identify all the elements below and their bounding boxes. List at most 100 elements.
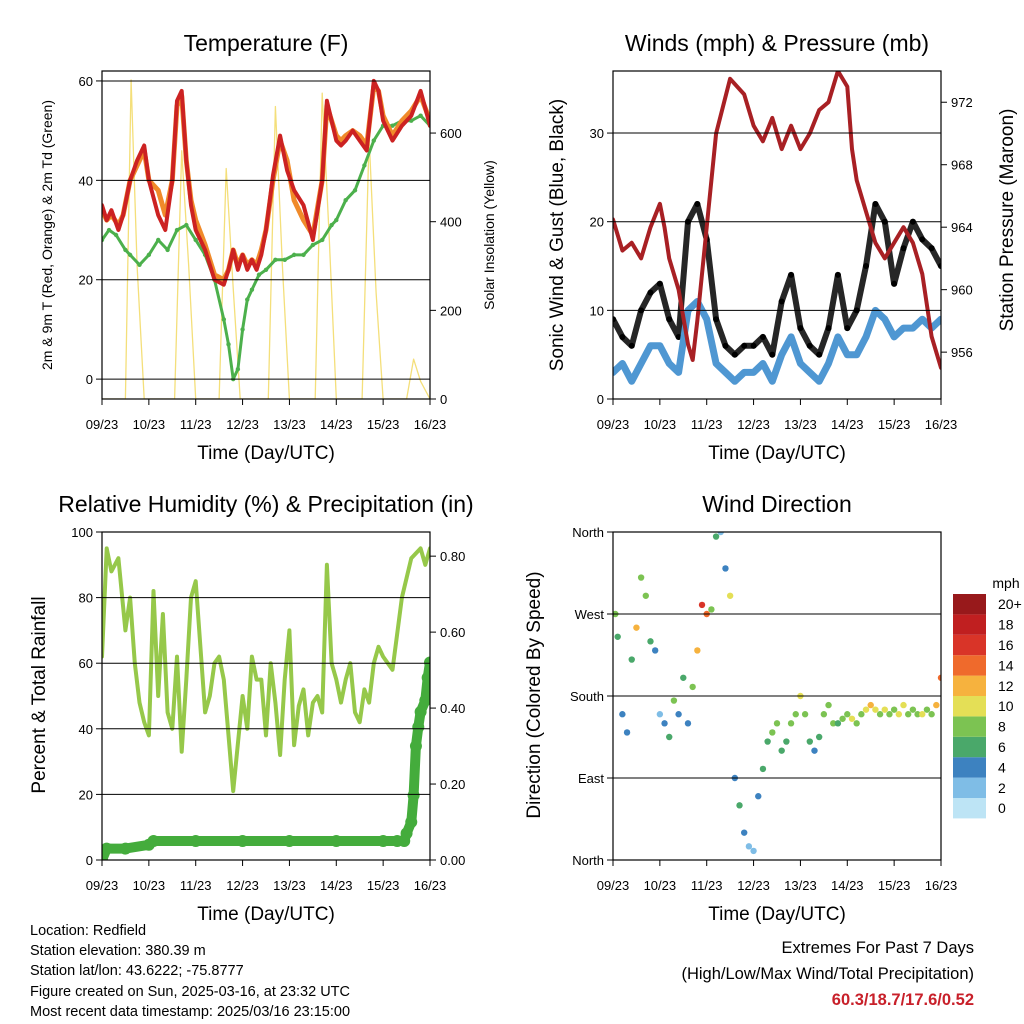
x-tick-label: 11/23: [691, 878, 723, 893]
x-tick-label: 15/23: [367, 878, 400, 893]
direction-point: [689, 683, 696, 691]
y2-tick-label: 972: [951, 95, 973, 110]
chart-title: Temperature (F): [184, 30, 349, 56]
direction-point: [933, 701, 940, 709]
winds-data: [613, 71, 941, 385]
y-tick-label: North: [572, 853, 604, 868]
direction-point: [839, 715, 846, 722]
x-tick-label: 09/23: [597, 878, 630, 893]
direction-point: [722, 565, 729, 572]
direction-point: [675, 711, 682, 718]
dewpoint-point: [329, 222, 334, 228]
direction-point: [923, 706, 931, 713]
dewpoint-point: [282, 257, 287, 263]
x-tick-label: 10/23: [133, 417, 166, 432]
dewpoint-point: [113, 232, 119, 238]
y2-tick-label: 956: [951, 345, 973, 360]
y-tick-label: 0: [86, 853, 93, 868]
x-tick-label: 10/23: [644, 878, 677, 893]
y-tick-label: 40: [79, 722, 93, 737]
dewpoint-point: [240, 327, 245, 332]
x-tick-label: 09/23: [86, 417, 119, 432]
x-tick-label: 15/23: [878, 417, 911, 432]
dewpoint-point: [301, 252, 306, 258]
dewpoint-point: [371, 138, 376, 143]
dewpoint-point: [106, 227, 112, 233]
dewpoint-point: [291, 252, 297, 258]
x-axis-label: Time (Day/UTC): [197, 443, 335, 464]
dewpoint-point: [245, 297, 250, 302]
direction-point: [661, 720, 668, 727]
legend-swatch: [953, 655, 986, 676]
legend-label: 6: [998, 739, 1006, 755]
direction-point: [666, 733, 673, 741]
direction-point: [759, 765, 767, 773]
dewpoint-point: [334, 217, 339, 223]
legend-label: 10: [998, 698, 1014, 714]
direction-point: [750, 847, 757, 855]
y2-tick-label: 0.00: [440, 853, 465, 868]
direction-point: [862, 706, 870, 713]
elevation-text: Station elevation: 380.39 m: [30, 943, 206, 960]
precip-point: [330, 835, 343, 848]
direction-point: [651, 647, 659, 654]
legend-label: 20+: [998, 596, 1022, 612]
direction-point: [670, 697, 678, 704]
legend-label: 18: [998, 617, 1014, 633]
chart-title: Wind Direction: [702, 491, 852, 517]
direction-point: [825, 701, 832, 709]
y2-tick-label: 0: [440, 392, 447, 407]
x-tick-label: 12/23: [737, 878, 770, 893]
direction-point: [783, 738, 790, 745]
y-tick-label: 20: [79, 787, 93, 802]
x-tick-label: 12/23: [737, 417, 770, 432]
extremes-subtitle: (High/Low/Max Wind/Total Precipitation): [681, 965, 974, 983]
dewpoint-point: [235, 366, 241, 372]
y-tick-label: East: [578, 771, 604, 786]
y2-tick-label: 964: [951, 220, 973, 235]
latlon-text: Station lat/lon: 43.6222; -75.8777: [30, 963, 244, 980]
x-axis-label: Time (Day/UTC): [197, 904, 335, 925]
y-tick-label: 60: [79, 656, 93, 671]
panel-3: 0 20 40 60 80 100 0.00 0.20 0.40 0.60 0.80 09/23 10/…: [29, 491, 474, 925]
precip-point: [102, 854, 108, 860]
y-tick-label: South: [570, 689, 604, 704]
direction-point: [755, 793, 762, 800]
direction-point: [736, 802, 743, 809]
dewpoint-point: [390, 123, 395, 128]
y2-tick-label: 400: [440, 215, 462, 230]
dewpoint-point: [310, 242, 316, 248]
direction-point: [637, 574, 645, 581]
legend-swatch: [953, 757, 986, 778]
extremes-title: Extremes For Past 7 Days: [781, 939, 974, 957]
direction-point: [806, 738, 813, 745]
y2-tick-label: 200: [440, 303, 462, 318]
y2-axis-label: Station Pressure (Maroon): [997, 109, 1018, 332]
y-tick-label: 40: [79, 173, 93, 188]
direction-point: [834, 720, 842, 727]
legend-swatch: [953, 675, 986, 696]
extremes-values: 60.3/18.7/17.6/0.52: [831, 991, 974, 1009]
precip-point: [189, 835, 202, 848]
direction-point: [773, 720, 781, 727]
legend-title: mph: [992, 575, 1019, 591]
direction-point: [853, 720, 860, 727]
dewpoint-point: [174, 227, 180, 233]
direction-point: [684, 720, 692, 727]
direction-point: [928, 711, 935, 718]
y2-tick-label: 968: [951, 158, 973, 173]
precip-point: [119, 842, 132, 855]
y-tick-label: 0: [597, 392, 604, 407]
x-tick-label: 15/23: [367, 417, 400, 432]
legend-label: 4: [998, 759, 1006, 775]
speed-legend: mph 0 2 4 6 8 10 12 14 16 18 20+: [953, 575, 1022, 819]
direction-point: [909, 706, 917, 713]
rh-line: [102, 546, 430, 794]
direction-point: [614, 633, 621, 640]
x-tick-label: 12/23: [226, 878, 259, 893]
panel-4: North East South West North 09/23 10/23 11/23 12…: [524, 491, 957, 925]
station-info: Location: Redfield Station elevation: 38…: [30, 921, 350, 1022]
dewpoint-point: [184, 222, 189, 228]
x-tick-label: 13/23: [784, 417, 817, 432]
y-axis-label: 2m & 9m T (Red, Orange) & 2m Td (Green): [39, 100, 55, 370]
